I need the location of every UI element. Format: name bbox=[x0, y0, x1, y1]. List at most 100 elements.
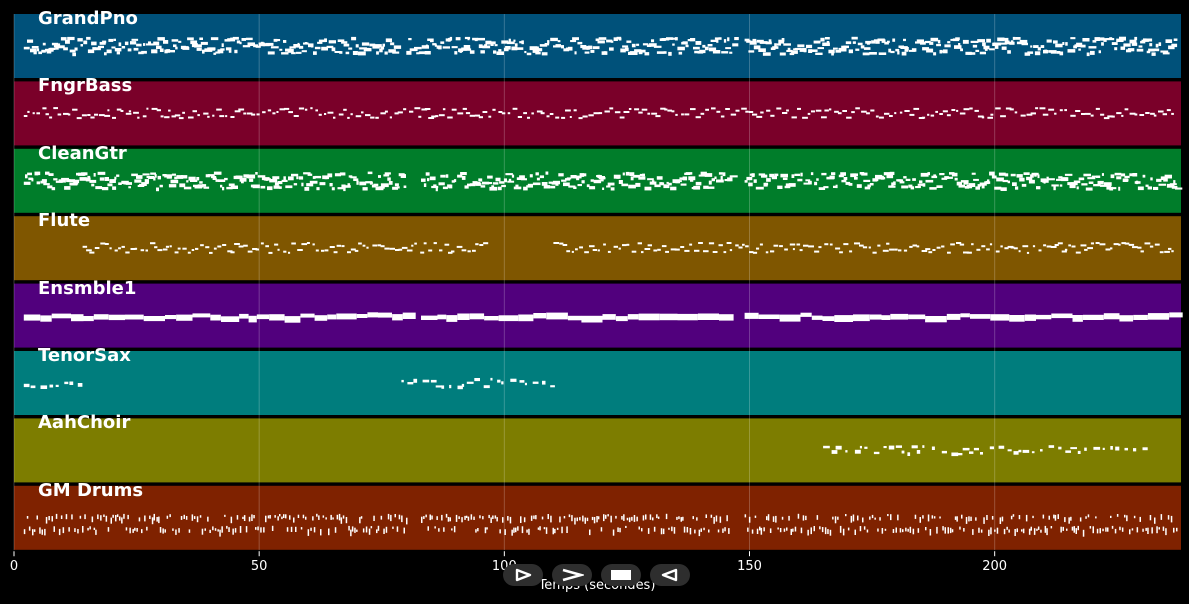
note bbox=[423, 242, 427, 245]
note bbox=[776, 43, 781, 46]
note bbox=[758, 48, 766, 52]
note bbox=[962, 447, 970, 451]
note bbox=[897, 514, 899, 521]
note bbox=[1076, 186, 1079, 190]
note bbox=[101, 187, 109, 191]
fast-forward-button[interactable] bbox=[552, 564, 592, 586]
note bbox=[279, 108, 286, 111]
note bbox=[114, 249, 118, 252]
note bbox=[682, 516, 684, 521]
note bbox=[843, 243, 849, 246]
note bbox=[267, 109, 272, 112]
note bbox=[657, 248, 661, 251]
note bbox=[384, 51, 388, 55]
note bbox=[519, 175, 525, 179]
note bbox=[516, 47, 524, 50]
note bbox=[298, 107, 305, 110]
note bbox=[690, 38, 696, 42]
note bbox=[1037, 526, 1040, 530]
note bbox=[678, 516, 680, 520]
note bbox=[308, 43, 314, 48]
note bbox=[190, 179, 198, 182]
note bbox=[457, 313, 470, 320]
play-button[interactable] bbox=[503, 564, 543, 586]
note bbox=[636, 43, 640, 46]
note bbox=[1090, 114, 1094, 117]
note bbox=[1111, 42, 1118, 45]
note bbox=[1156, 526, 1158, 534]
note bbox=[467, 516, 470, 521]
note bbox=[398, 514, 401, 520]
note bbox=[774, 43, 777, 47]
note bbox=[1087, 177, 1096, 180]
note bbox=[768, 39, 772, 43]
note bbox=[168, 50, 175, 53]
note bbox=[852, 514, 855, 522]
note bbox=[680, 183, 687, 186]
note bbox=[989, 446, 994, 450]
note bbox=[458, 516, 460, 519]
note bbox=[1145, 112, 1150, 114]
note bbox=[462, 107, 467, 110]
note bbox=[820, 37, 825, 42]
note bbox=[598, 37, 607, 40]
note bbox=[48, 173, 54, 176]
note bbox=[144, 515, 146, 522]
note bbox=[903, 176, 907, 179]
note bbox=[1153, 114, 1157, 117]
note bbox=[571, 515, 573, 522]
note bbox=[1166, 109, 1171, 112]
note bbox=[414, 242, 417, 245]
note bbox=[279, 186, 282, 189]
note bbox=[27, 110, 30, 113]
note bbox=[984, 48, 988, 51]
note bbox=[1022, 245, 1029, 248]
note bbox=[461, 249, 467, 252]
note bbox=[711, 107, 716, 110]
note bbox=[1095, 107, 1100, 110]
note bbox=[318, 113, 322, 116]
note bbox=[267, 51, 275, 55]
note bbox=[438, 182, 445, 186]
note bbox=[1010, 40, 1014, 44]
note bbox=[33, 529, 36, 532]
note bbox=[435, 115, 439, 118]
note bbox=[600, 179, 604, 182]
note bbox=[1145, 527, 1147, 531]
note bbox=[318, 39, 326, 43]
note bbox=[82, 245, 88, 248]
note bbox=[881, 528, 884, 534]
note bbox=[368, 528, 371, 535]
note bbox=[1122, 178, 1128, 182]
note bbox=[112, 514, 114, 518]
note bbox=[28, 526, 31, 531]
note bbox=[1175, 187, 1183, 190]
note bbox=[1085, 516, 1087, 519]
note bbox=[290, 526, 293, 532]
note bbox=[107, 109, 110, 112]
note bbox=[1119, 36, 1126, 41]
note bbox=[621, 183, 629, 187]
note bbox=[406, 249, 413, 252]
note bbox=[142, 115, 147, 118]
note bbox=[886, 242, 890, 245]
stop-button[interactable] bbox=[601, 564, 641, 586]
note bbox=[285, 514, 287, 519]
note bbox=[1104, 182, 1112, 186]
note bbox=[845, 181, 851, 185]
note bbox=[866, 41, 870, 45]
note bbox=[950, 38, 955, 41]
note bbox=[401, 246, 408, 249]
note bbox=[256, 314, 269, 320]
rewind-button[interactable] bbox=[650, 564, 690, 586]
note bbox=[1080, 44, 1086, 48]
note bbox=[651, 112, 658, 115]
note bbox=[838, 47, 847, 52]
note bbox=[118, 42, 122, 47]
note bbox=[1163, 177, 1168, 182]
note bbox=[361, 42, 370, 46]
note bbox=[510, 378, 517, 382]
note bbox=[758, 173, 766, 176]
note bbox=[704, 46, 709, 51]
note bbox=[970, 516, 972, 521]
